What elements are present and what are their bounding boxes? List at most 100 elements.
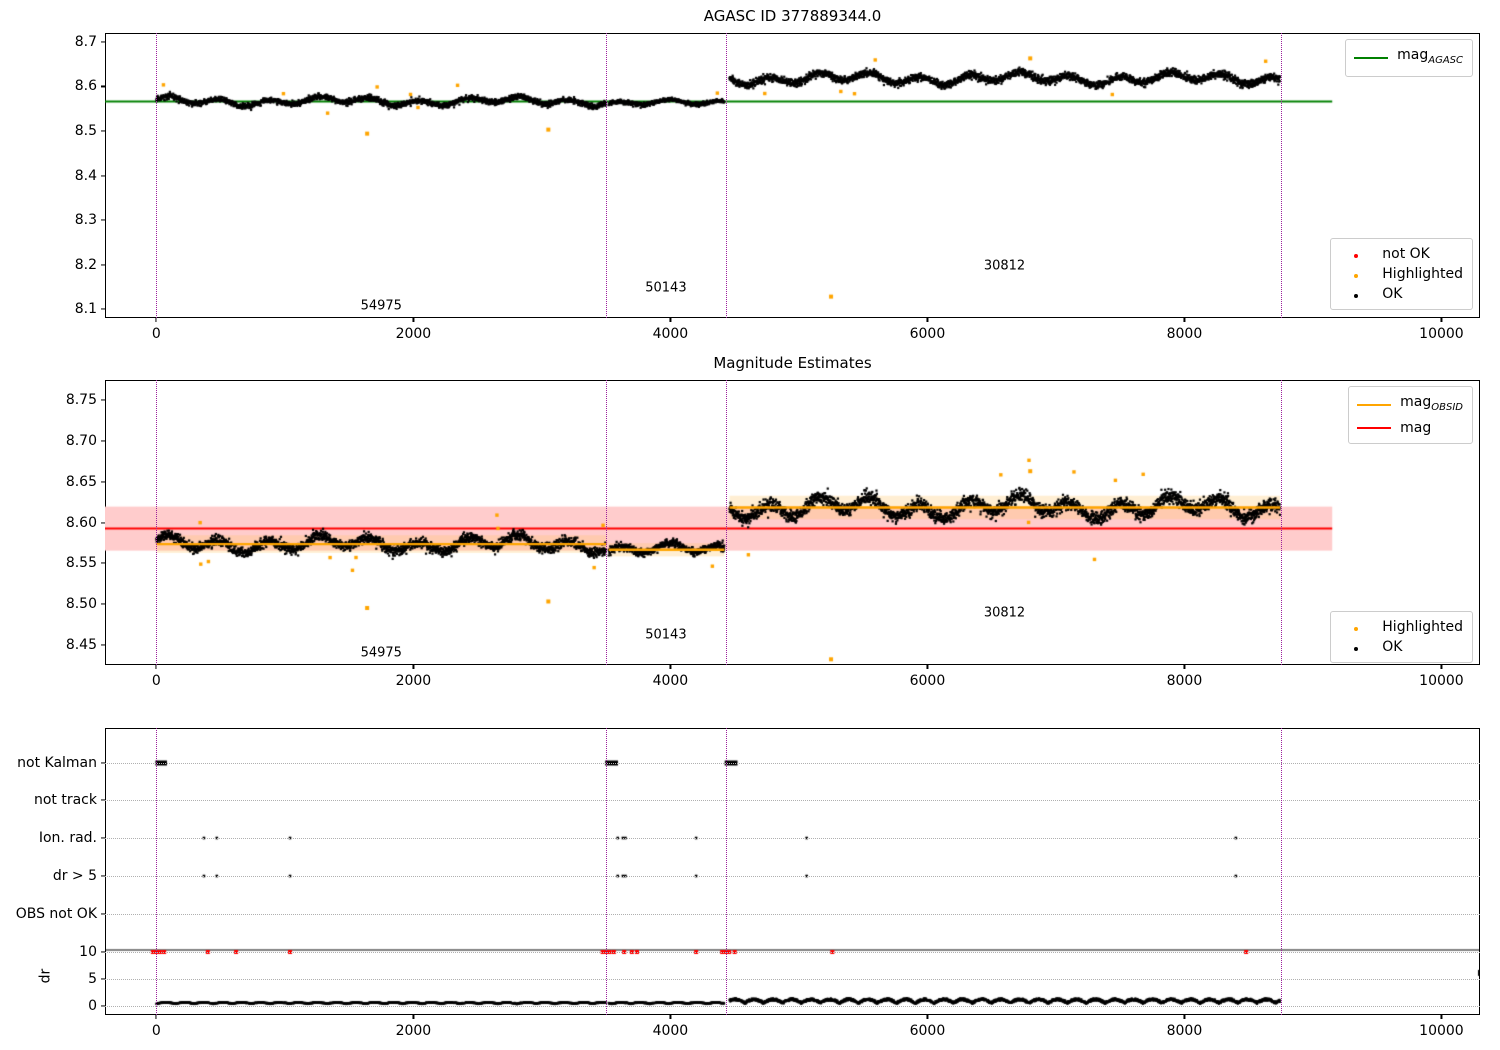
x-tick-label: 0 <box>151 326 161 342</box>
obsid-divider-line <box>725 728 727 1015</box>
legend-item-mag-obsid: magOBSID <box>1357 392 1463 418</box>
obsid-divider-line <box>1280 728 1282 1015</box>
x-tick-mark <box>926 318 928 322</box>
obsid-label: 30812 <box>983 258 1026 274</box>
x-tick-mark <box>669 1015 671 1019</box>
flag-gridline <box>105 800 1480 801</box>
point-status-legend-2[interactable]: Highlighted OK <box>1330 611 1473 663</box>
flag-tick-mark <box>101 762 105 764</box>
x-tick-mark <box>926 1015 928 1019</box>
y-tick-mark <box>101 644 105 646</box>
legend-label-mag: mag <box>1400 419 1432 436</box>
legend-item-mag-agasc: magAGASC <box>1354 45 1463 71</box>
y-tick-mark <box>101 85 105 87</box>
point-status-legend[interactable]: not OK Highlighted OK <box>1330 238 1473 310</box>
obsid-divider-line <box>725 380 727 665</box>
x-tick-label: 8000 <box>1166 326 1203 342</box>
x-tick-mark <box>412 1015 414 1019</box>
legend-label-not-ok: not OK <box>1382 246 1430 262</box>
legend-item-highlighted: Highlighted <box>1339 264 1463 284</box>
dr-tick-label: 0 <box>88 997 97 1014</box>
y-tick-label: 8.2 <box>74 256 97 273</box>
flag-gridline <box>105 914 1480 915</box>
x-tick-mark <box>1183 665 1185 669</box>
flag-label-2: Ion. rad. <box>38 830 97 846</box>
x-tick-label: 4000 <box>652 326 689 342</box>
obsid-divider-line <box>606 33 608 318</box>
y-tick-label: 8.3 <box>74 212 97 229</box>
y-tick-mark <box>101 41 105 43</box>
flag-tick-mark <box>101 837 105 839</box>
obsid-label: 50143 <box>645 627 687 643</box>
x-tick-label: 10000 <box>1419 1023 1464 1039</box>
legend-item-ok: OK <box>1339 284 1463 304</box>
y-tick-mark <box>101 308 105 310</box>
x-tick-label: 6000 <box>909 326 946 342</box>
dr-gridline <box>105 978 1480 980</box>
y-tick-label: 8.5 <box>74 122 97 139</box>
x-tick-label: 2000 <box>395 1023 432 1039</box>
y-tick-label: 8.55 <box>65 555 97 572</box>
mag-agasc-scatter <box>105 33 1480 318</box>
x-tick-mark <box>669 665 671 669</box>
y-tick-mark <box>101 521 105 524</box>
obsid-divider-line <box>156 33 158 318</box>
black-dot-icon <box>1339 637 1373 657</box>
orange-line-icon <box>1357 403 1392 406</box>
y-tick-label: 8.60 <box>65 514 97 531</box>
black-dot-icon <box>1339 284 1373 304</box>
legend-label-mag-agasc: magAGASC <box>1397 47 1463 66</box>
x-tick-mark <box>412 318 414 322</box>
orange-dot-icon <box>1339 617 1373 637</box>
flag-gridline <box>105 838 1480 839</box>
x-tick-label: 6000 <box>909 673 946 689</box>
mag-agasc-legend[interactable]: magAGASC <box>1345 39 1473 77</box>
y-tick-label: 8.75 <box>65 392 97 409</box>
y-tick-label: 8.6 <box>74 78 97 95</box>
y-tick-label: 8.7 <box>74 33 97 50</box>
y-tick-mark <box>101 440 105 442</box>
x-tick-label: 2000 <box>395 326 432 342</box>
page-title: AGASC ID 377889344.0 <box>703 7 882 25</box>
x-tick-label: 8000 <box>1166 673 1203 689</box>
dr-tick-mark <box>101 951 105 953</box>
legend-item-highlighted-2: Highlighted <box>1339 617 1463 637</box>
x-tick-mark <box>1183 1015 1185 1019</box>
y-tick-label: 8.4 <box>74 167 97 184</box>
x-tick-label: 0 <box>151 1023 161 1039</box>
x-tick-mark <box>1183 318 1185 322</box>
flags-panel: not Kalman not track Ion. rad. dr > 5 OBS no… <box>16 728 1480 1039</box>
x-tick-mark <box>669 318 671 322</box>
x-tick-label: 0 <box>151 673 161 689</box>
y-tick-label: 8.45 <box>65 636 97 653</box>
dr-tick-label: 10 <box>79 944 97 960</box>
x-tick-mark <box>926 665 928 669</box>
x-tick-label: 4000 <box>652 1023 689 1039</box>
mag-agasc-panel: AGASC ID 377889344.0 0 2000 4000 6000 8000 10… <box>75 7 1480 342</box>
x-tick-mark <box>1440 665 1442 669</box>
legend-item-ok-2: OK <box>1339 637 1463 657</box>
x-tick-mark <box>155 1015 157 1019</box>
legend-label-highlighted: Highlighted <box>1382 266 1463 282</box>
y-tick-label: 8.50 <box>65 595 97 612</box>
x-tick-label: 8000 <box>1166 1023 1203 1039</box>
dr-gridline <box>105 1005 1480 1007</box>
x-tick-mark <box>1440 1015 1442 1019</box>
x-tick-label: 10000 <box>1419 326 1464 342</box>
magnitude-estimates-scatter <box>105 380 1480 665</box>
legend-item-not-ok: not OK <box>1339 244 1463 264</box>
y-tick-mark <box>101 174 105 177</box>
legend-label-highlighted-2: Highlighted <box>1382 619 1463 635</box>
y-tick-mark <box>101 562 105 564</box>
legend-label-ok: OK <box>1382 286 1403 302</box>
obsid-divider-line <box>606 728 608 1015</box>
obsid-label: 54975 <box>360 645 402 661</box>
y-tick-mark <box>101 399 105 401</box>
magnitude-estimates-panel: Magnitude Estimates 0 2000 4000 6000 8000 100… <box>66 354 1480 689</box>
y-tick-label: 8.1 <box>74 301 97 318</box>
orange-dot-icon <box>1339 264 1373 284</box>
obsid-divider-line <box>725 33 727 318</box>
flag-label-3: dr > 5 <box>52 868 97 884</box>
legend-label-mag-obsid: magOBSID <box>1400 394 1463 413</box>
mag-lines-legend[interactable]: magOBSID mag <box>1348 386 1473 444</box>
